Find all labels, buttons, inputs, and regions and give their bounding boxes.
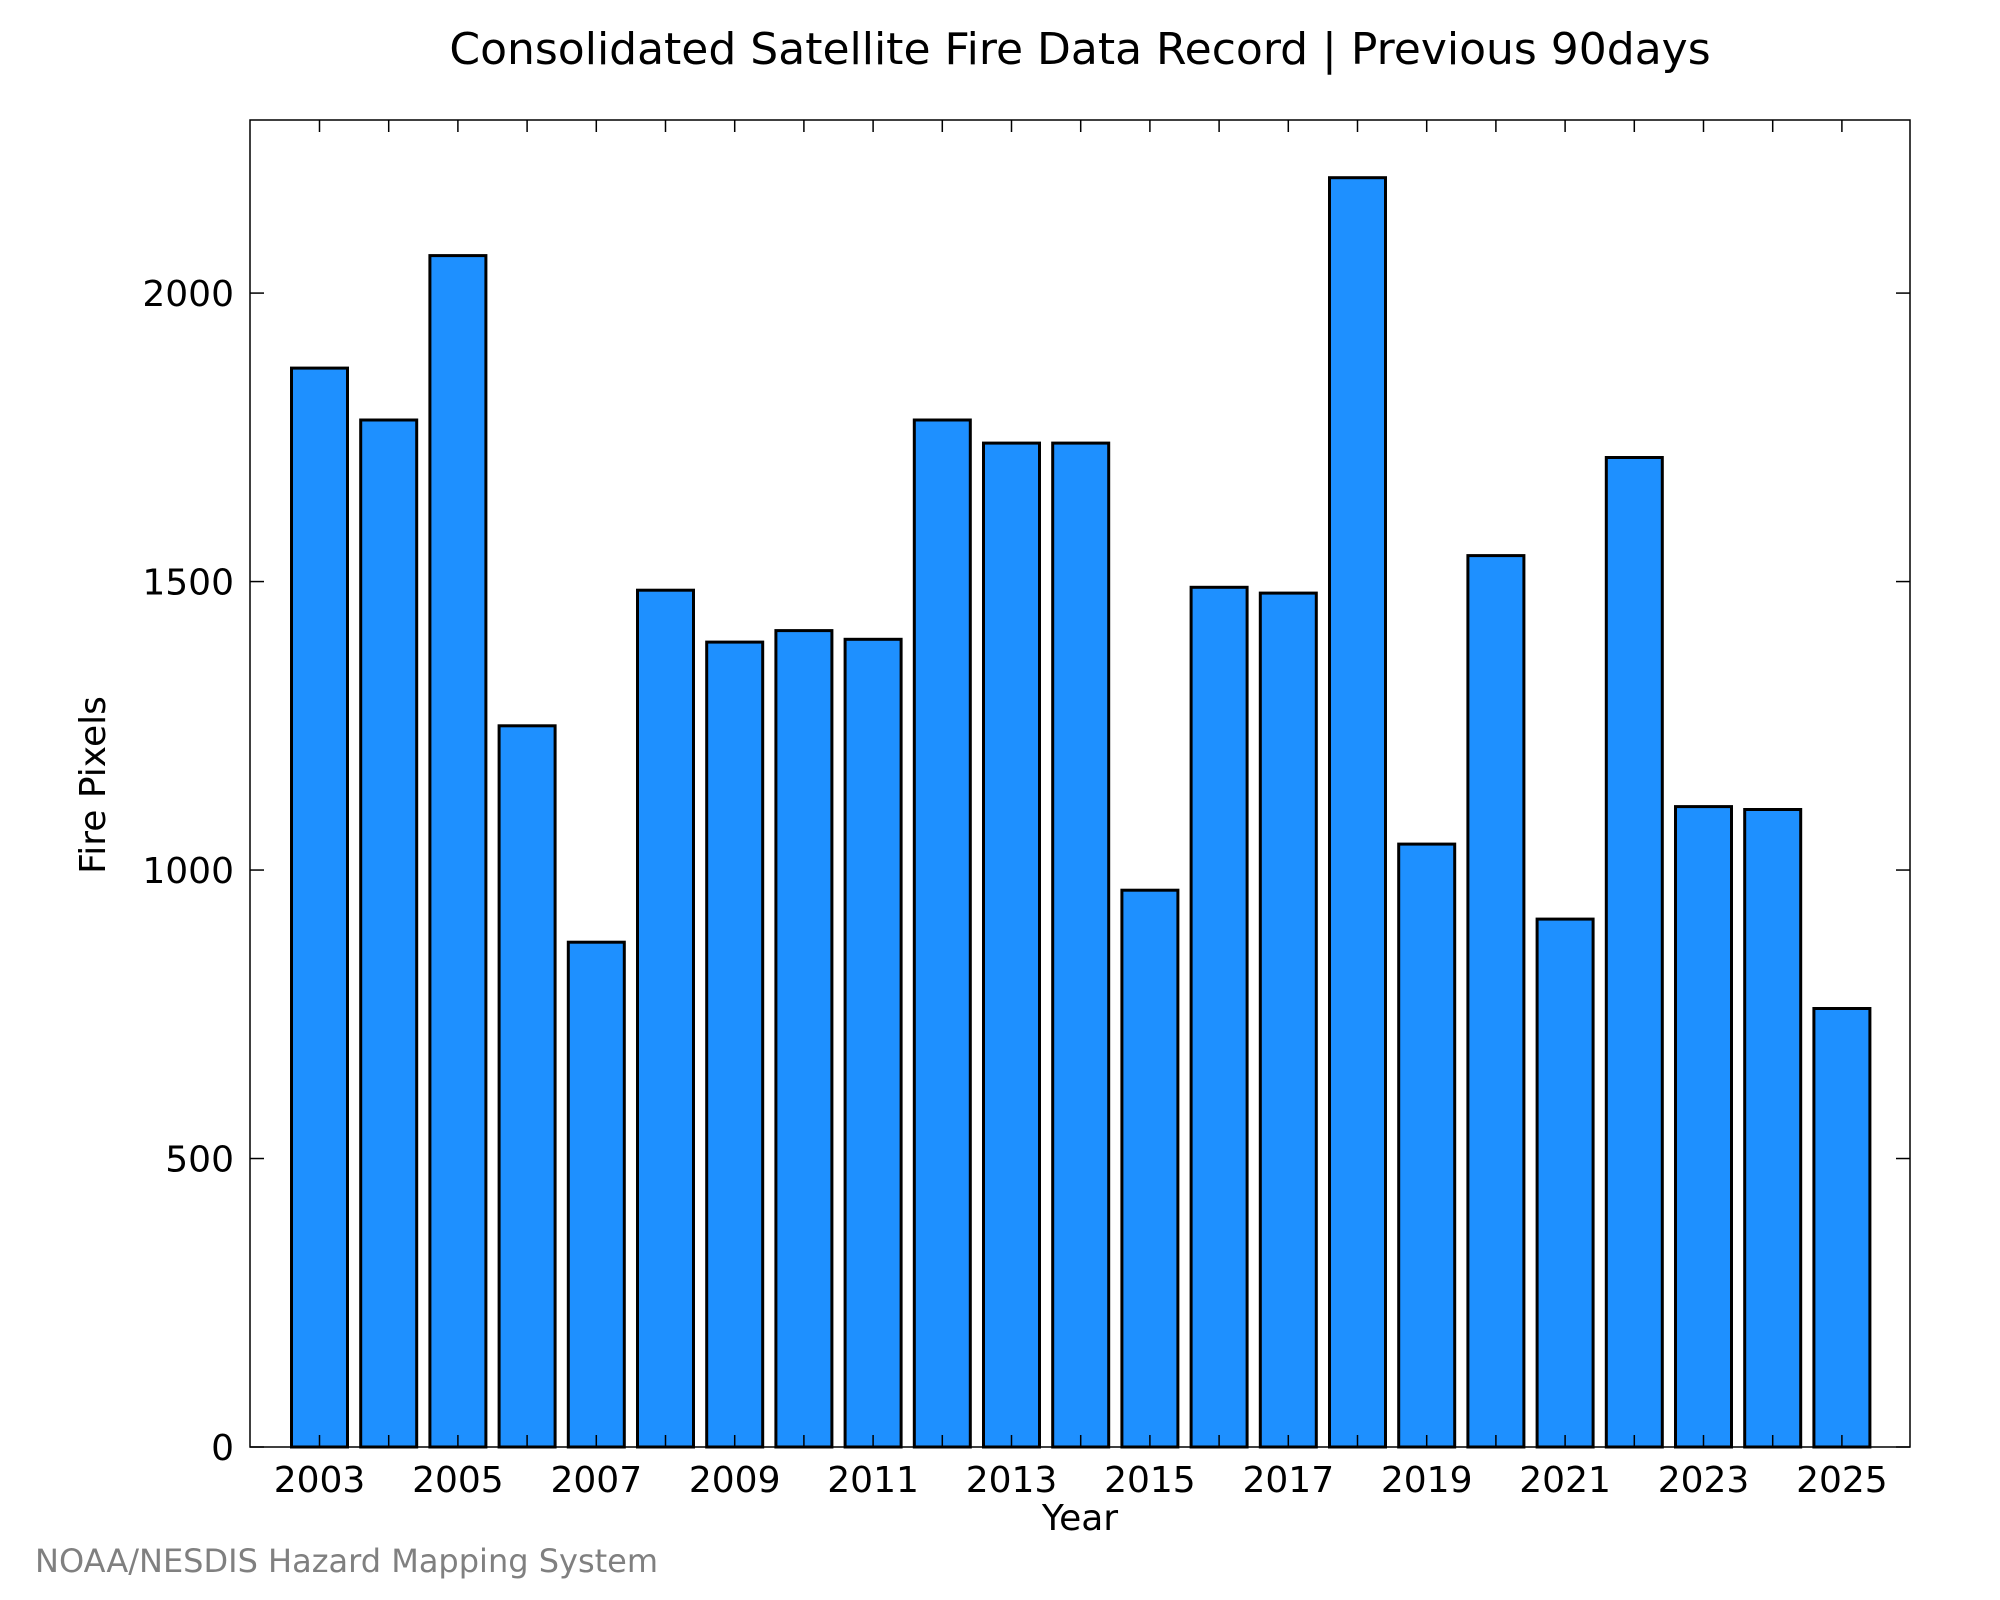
bar-2022 bbox=[1604, 456, 1664, 1449]
y-tick-label: 2000 bbox=[142, 274, 234, 315]
bar-2018 bbox=[1328, 176, 1387, 1449]
x-axis-label: Year bbox=[1041, 1498, 1118, 1539]
x-tick-label: 2015 bbox=[1104, 1460, 1196, 1501]
bar-2009 bbox=[705, 640, 765, 1449]
bar-2006 bbox=[497, 724, 557, 1449]
bar-2012 bbox=[912, 418, 972, 1449]
y-tick-label: 1000 bbox=[142, 851, 234, 892]
bar-2025 bbox=[1812, 1007, 1872, 1449]
x-tick-label: 2017 bbox=[1242, 1460, 1334, 1501]
y-axis-label: Fire Pixels bbox=[73, 696, 114, 874]
bar-2011 bbox=[843, 637, 903, 1449]
bars-group bbox=[290, 176, 1872, 1449]
x-tick-label: 2021 bbox=[1519, 1460, 1611, 1501]
x-tick-label: 2025 bbox=[1796, 1460, 1888, 1501]
bar-2019 bbox=[1397, 842, 1457, 1449]
bar-2020 bbox=[1466, 554, 1526, 1449]
bar-2023 bbox=[1674, 805, 1733, 1449]
x-tick-label: 2005 bbox=[412, 1460, 504, 1501]
bar-2004 bbox=[359, 418, 419, 1449]
x-tick-label: 2003 bbox=[274, 1460, 366, 1501]
bar-2005 bbox=[428, 254, 488, 1449]
bar-2014 bbox=[1051, 441, 1111, 1449]
x-tick-label: 2007 bbox=[550, 1460, 642, 1501]
y-tick-label: 1500 bbox=[142, 563, 234, 604]
x-tick-label: 2009 bbox=[689, 1460, 781, 1501]
x-tick-label: 2023 bbox=[1658, 1460, 1750, 1501]
bar-2003 bbox=[290, 366, 349, 1449]
chart-title: Consolidated Satellite Fire Data Record … bbox=[449, 24, 1710, 75]
bar-2016 bbox=[1189, 585, 1249, 1449]
bar-2008 bbox=[636, 588, 695, 1449]
y-tick-label: 500 bbox=[165, 1140, 234, 1181]
x-tick-label: 2011 bbox=[827, 1460, 919, 1501]
bar-2017 bbox=[1258, 591, 1318, 1449]
y-axis: 0 500 1000 1500 2000 bbox=[142, 274, 1910, 1469]
y-tick-label: 0 bbox=[211, 1428, 234, 1469]
x-tick-label: 2019 bbox=[1381, 1460, 1473, 1501]
bar-2021 bbox=[1535, 917, 1595, 1449]
bar-2015 bbox=[1120, 888, 1180, 1449]
credit-text: NOAA/NESDIS Hazard Mapping System bbox=[35, 1542, 658, 1580]
x-axis: 2003 2005 2007 2009 2011 2013 2015 2017 2019 2021… bbox=[274, 120, 1888, 1501]
bar-2007 bbox=[566, 940, 626, 1449]
x-tick-label: 2013 bbox=[966, 1460, 1058, 1501]
bar-2010 bbox=[774, 629, 834, 1449]
bar-2024 bbox=[1743, 808, 1803, 1449]
bar-2013 bbox=[982, 441, 1041, 1449]
